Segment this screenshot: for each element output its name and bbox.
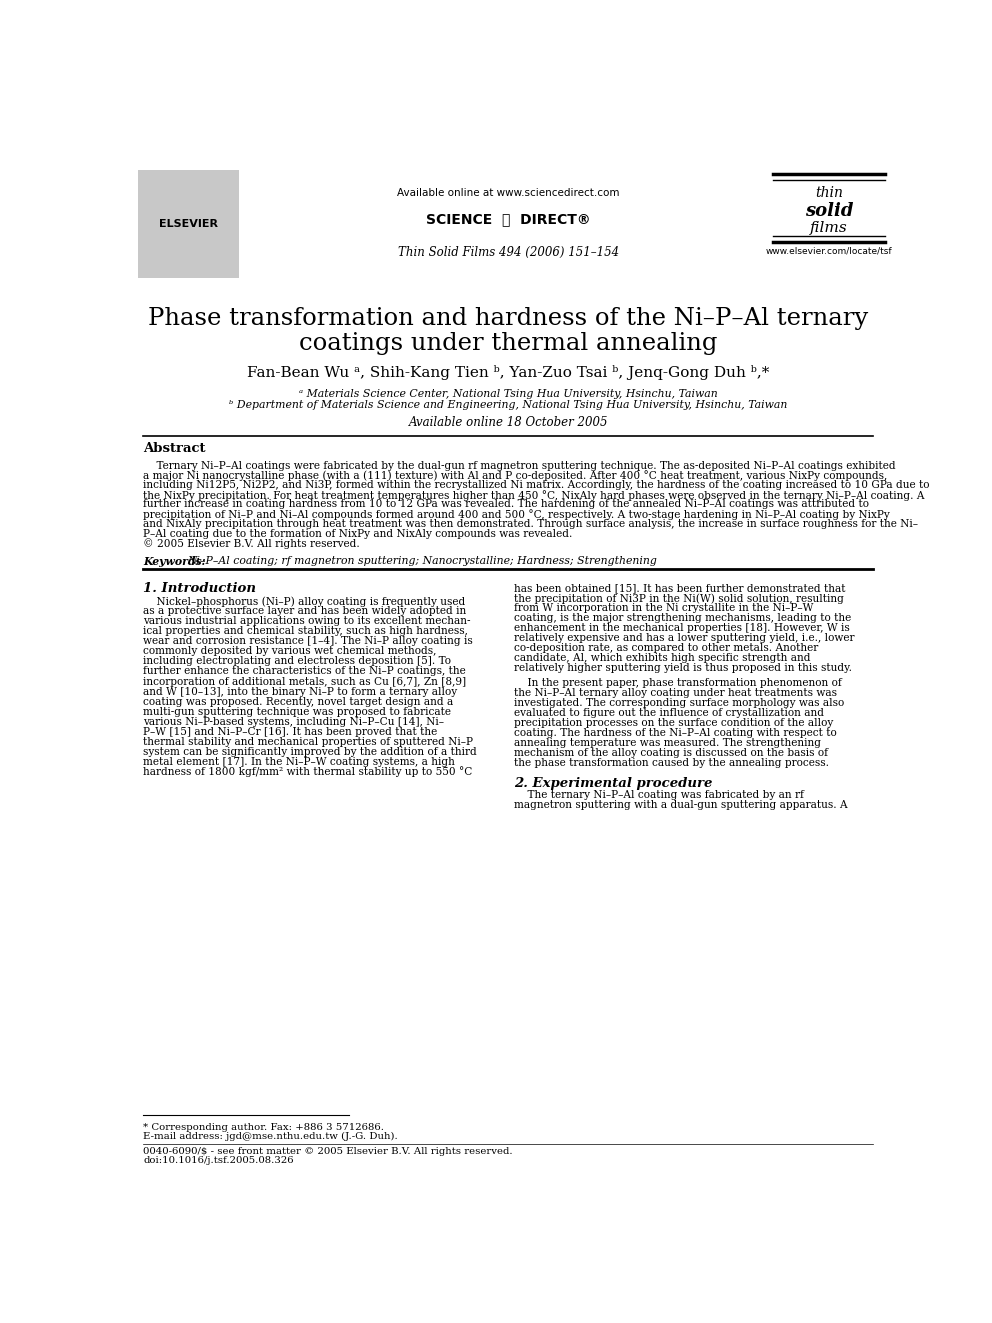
Text: precipitation processes on the surface condition of the alloy: precipitation processes on the surface c… (514, 718, 833, 728)
Text: has been obtained [15]. It has been further demonstrated that: has been obtained [15]. It has been furt… (514, 583, 845, 593)
Text: © 2005 Elsevier B.V. All rights reserved.: © 2005 Elsevier B.V. All rights reserved… (144, 538, 360, 549)
Text: coating. The hardness of the Ni–P–Al coating with respect to: coating. The hardness of the Ni–P–Al coa… (514, 728, 836, 738)
Text: doi:10.1016/j.tsf.2005.08.326: doi:10.1016/j.tsf.2005.08.326 (144, 1156, 294, 1166)
Text: candidate, Al, which exhibits high specific strength and: candidate, Al, which exhibits high speci… (514, 654, 810, 663)
Text: 0040-6090/$ - see front matter © 2005 Elsevier B.V. All rights reserved.: 0040-6090/$ - see front matter © 2005 El… (144, 1147, 513, 1156)
Text: P–W [15] and Ni–P–Cr [16]. It has been proved that the: P–W [15] and Ni–P–Cr [16]. It has been p… (144, 726, 437, 737)
Text: ᵃ Materials Science Center, National Tsing Hua University, Hsinchu, Taiwan: ᵃ Materials Science Center, National Tsi… (299, 389, 718, 398)
Text: * Corresponding author. Fax: +886 3 5712686.: * Corresponding author. Fax: +886 3 5712… (144, 1123, 384, 1131)
Text: the precipitation of Ni3P in the Ni(W) solid solution, resulting: the precipitation of Ni3P in the Ni(W) s… (514, 593, 844, 603)
Text: commonly deposited by various wet chemical methods,: commonly deposited by various wet chemic… (144, 647, 436, 656)
Text: Ternary Ni–P–Al coatings were fabricated by the dual-gun rf magnetron sputtering: Ternary Ni–P–Al coatings were fabricated… (144, 460, 896, 471)
Text: coating, is the major strengthening mechanisms, leading to the: coating, is the major strengthening mech… (514, 614, 851, 623)
Text: solid: solid (805, 202, 853, 220)
Text: ELSEVIER: ELSEVIER (159, 220, 218, 229)
Text: hardness of 1800 kgf/mm² with thermal stability up to 550 °C: hardness of 1800 kgf/mm² with thermal st… (144, 766, 473, 778)
Bar (138, 171, 239, 278)
Text: Ni–P–Al coating; rf magnetron sputtering; Nanocrystalline; Hardness; Strengtheni: Ni–P–Al coating; rf magnetron sputtering… (187, 556, 658, 566)
Text: Thin Solid Films 494 (2006) 151–154: Thin Solid Films 494 (2006) 151–154 (398, 246, 619, 259)
Text: various industrial applications owing to its excellent mechan-: various industrial applications owing to… (144, 617, 471, 627)
Text: Phase transformation and hardness of the Ni–P–Al ternary: Phase transformation and hardness of the… (148, 307, 869, 331)
Text: mechanism of the alloy coating is discussed on the basis of: mechanism of the alloy coating is discus… (514, 747, 828, 758)
Text: precipitation of Ni–P and Ni–Al compounds formed around 400 and 500 °C, respecti: precipitation of Ni–P and Ni–Al compound… (144, 509, 890, 520)
Text: evaluated to figure out the influence of crystallization and: evaluated to figure out the influence of… (514, 708, 823, 718)
Text: wear and corrosion resistance [1–4]. The Ni–P alloy coating is: wear and corrosion resistance [1–4]. The… (144, 636, 473, 647)
Text: ical properties and chemical stability, such as high hardness,: ical properties and chemical stability, … (144, 627, 468, 636)
Text: films: films (810, 221, 848, 235)
Text: ᵇ Department of Materials Science and Engineering, National Tsing Hua University: ᵇ Department of Materials Science and En… (229, 400, 788, 410)
Text: 2. Experimental procedure: 2. Experimental procedure (514, 778, 712, 790)
Text: including electroplating and electroless deposition [5]. To: including electroplating and electroless… (144, 656, 451, 667)
Text: co-deposition rate, as compared to other metals. Another: co-deposition rate, as compared to other… (514, 643, 818, 654)
Text: incorporation of additional metals, such as Cu [6,7], Zn [8,9]: incorporation of additional metals, such… (144, 676, 466, 687)
Text: Abstract: Abstract (144, 442, 206, 455)
Text: P–Al coating due to the formation of NixPy and NixAly compounds was revealed.: P–Al coating due to the formation of Nix… (144, 528, 572, 538)
Text: relatively expensive and has a lower sputtering yield, i.e., lower: relatively expensive and has a lower spu… (514, 634, 854, 643)
Text: a major Ni nanocrystalline phase (with a (111) texture) with Al and P co-deposit: a major Ni nanocrystalline phase (with a… (144, 470, 888, 482)
Text: E-mail address: jgd@mse.nthu.edu.tw (J.-G. Duh).: E-mail address: jgd@mse.nthu.edu.tw (J.-… (144, 1132, 398, 1142)
Text: metal element [17]. In the Ni–P–W coating systems, a high: metal element [17]. In the Ni–P–W coatin… (144, 757, 455, 766)
Text: In the present paper, phase transformation phenomenon of: In the present paper, phase transformati… (514, 679, 841, 688)
Text: further enhance the characteristics of the Ni–P coatings, the: further enhance the characteristics of t… (144, 667, 466, 676)
Text: including Ni12P5, Ni2P2, and Ni3P, formed within the recrystallized Ni matrix. A: including Ni12P5, Ni2P2, and Ni3P, forme… (144, 480, 930, 490)
Text: and NixAly precipitation through heat treatment was then demonstrated. Through s: and NixAly precipitation through heat tr… (144, 519, 919, 529)
Text: coatings under thermal annealing: coatings under thermal annealing (300, 332, 717, 355)
Text: as a protective surface layer and has been widely adopted in: as a protective surface layer and has be… (144, 606, 466, 617)
Text: investigated. The corresponding surface morphology was also: investigated. The corresponding surface … (514, 699, 844, 708)
Text: thermal stability and mechanical properties of sputtered Ni–P: thermal stability and mechanical propert… (144, 737, 473, 746)
Text: thin: thin (815, 187, 843, 200)
Text: further increase in coating hardness from 10 to 12 GPa was revealed. The hardeni: further increase in coating hardness fro… (144, 499, 869, 509)
Text: The ternary Ni–P–Al coating was fabricated by an rf: The ternary Ni–P–Al coating was fabricat… (514, 790, 804, 800)
Text: magnetron sputtering with a dual-gun sputtering apparatus. A: magnetron sputtering with a dual-gun spu… (514, 800, 847, 811)
Text: the phase transformation caused by the annealing process.: the phase transformation caused by the a… (514, 758, 829, 769)
Text: and W [10–13], into the binary Ni–P to form a ternary alloy: and W [10–13], into the binary Ni–P to f… (144, 687, 457, 696)
Text: system can be significantly improved by the addition of a third: system can be significantly improved by … (144, 746, 477, 757)
Text: 1. Introduction: 1. Introduction (144, 582, 256, 595)
Text: www.elsevier.com/locate/tsf: www.elsevier.com/locate/tsf (766, 246, 893, 255)
Text: various Ni–P-based systems, including Ni–P–Cu [14], Ni–: various Ni–P-based systems, including Ni… (144, 717, 444, 726)
Text: Keywords:: Keywords: (144, 556, 209, 566)
Text: from W incorporation in the Ni crystallite in the Ni–P–W: from W incorporation in the Ni crystalli… (514, 603, 813, 614)
Text: the Ni–P–Al ternary alloy coating under heat treatments was: the Ni–P–Al ternary alloy coating under … (514, 688, 837, 699)
Text: the NixPy precipitation. For heat treatment temperatures higher than 450 °C, Nix: the NixPy precipitation. For heat treatm… (144, 490, 925, 500)
Text: enhancement in the mechanical properties [18]. However, W is: enhancement in the mechanical properties… (514, 623, 849, 634)
Text: SCIENCE  ⓐ  DIRECT®: SCIENCE ⓐ DIRECT® (427, 212, 590, 226)
Text: relatively higher sputtering yield is thus proposed in this study.: relatively higher sputtering yield is th… (514, 663, 852, 673)
Text: Available online 18 October 2005: Available online 18 October 2005 (409, 415, 608, 429)
Text: coating was proposed. Recently, novel target design and a: coating was proposed. Recently, novel ta… (144, 696, 453, 706)
Text: Nickel–phosphorus (Ni–P) alloy coating is frequently used: Nickel–phosphorus (Ni–P) alloy coating i… (144, 597, 465, 607)
Text: multi-gun sputtering technique was proposed to fabricate: multi-gun sputtering technique was propo… (144, 706, 451, 717)
Text: Available online at www.sciencedirect.com: Available online at www.sciencedirect.co… (397, 188, 620, 198)
Text: annealing temperature was measured. The strengthening: annealing temperature was measured. The … (514, 738, 820, 747)
Text: Fan-Bean Wu ᵃ, Shih-Kang Tien ᵇ, Yan-Zuo Tsai ᵇ, Jenq-Gong Duh ᵇ,*: Fan-Bean Wu ᵃ, Shih-Kang Tien ᵇ, Yan-Zuo… (247, 365, 770, 380)
